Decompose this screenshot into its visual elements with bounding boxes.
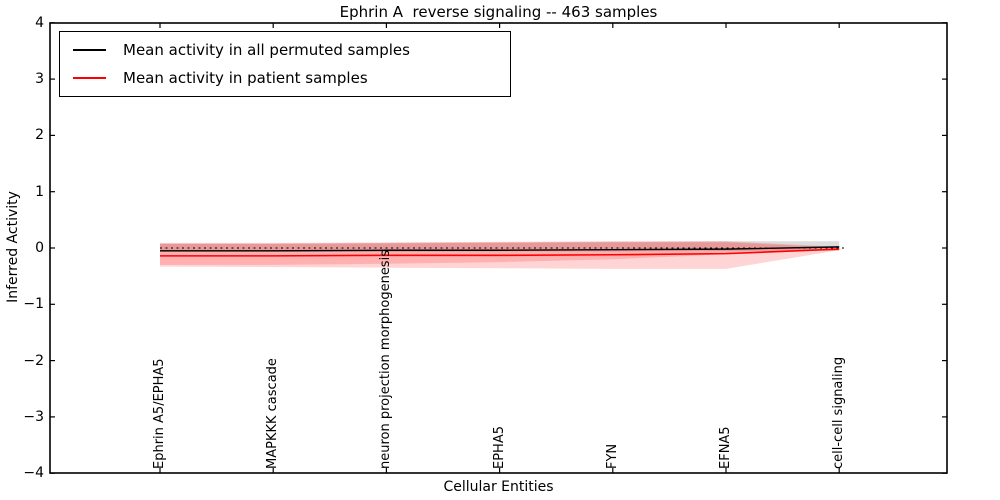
chart-title: Ephrin A reverse signaling -- 463 sample… [339, 3, 658, 21]
x-axis-label: Cellular Entities [443, 479, 554, 495]
y-tick-label: −3 [23, 408, 44, 425]
x-tick-label: MAPKKK cascade [265, 358, 281, 469]
legend-line-sample-permuted [73, 49, 106, 52]
y-tick-label: 4 [35, 14, 44, 31]
legend-item-permuted: Mean activity in all permuted samples [73, 41, 510, 59]
y-tick-label: 2 [35, 127, 44, 144]
legend: Mean activity in all permuted samples Me… [59, 31, 511, 97]
y-tick-label: 3 [35, 71, 44, 88]
y-tick-label: 1 [35, 183, 44, 200]
y-tick-label: −4 [23, 465, 44, 482]
x-tick-label: EFNA5 [718, 426, 733, 469]
legend-label-permuted: Mean activity in all permuted samples [123, 41, 410, 60]
legend-line-sample-patient [73, 76, 106, 79]
y-tick-label: −1 [23, 296, 44, 313]
legend-label-patient: Mean activity in patient samples [123, 68, 368, 87]
y-tick-label: −2 [23, 352, 44, 369]
line-permuted-mean [160, 246, 840, 252]
legend-item-patient: Mean activity in patient samples [73, 69, 510, 87]
x-tick-label: Ephrin A5/EPHA5 [152, 358, 167, 469]
x-tick-label: cell-cell signaling [831, 356, 847, 469]
y-tick-label: 0 [35, 240, 44, 256]
line-patient-mean [160, 248, 840, 257]
x-tick-label: EPHA5 [491, 426, 507, 469]
band-patient-samples-range-inner [160, 242, 840, 265]
x-tick-label: neuron projection morphogenesis [378, 250, 394, 469]
x-tick-label: FYN [604, 443, 620, 469]
